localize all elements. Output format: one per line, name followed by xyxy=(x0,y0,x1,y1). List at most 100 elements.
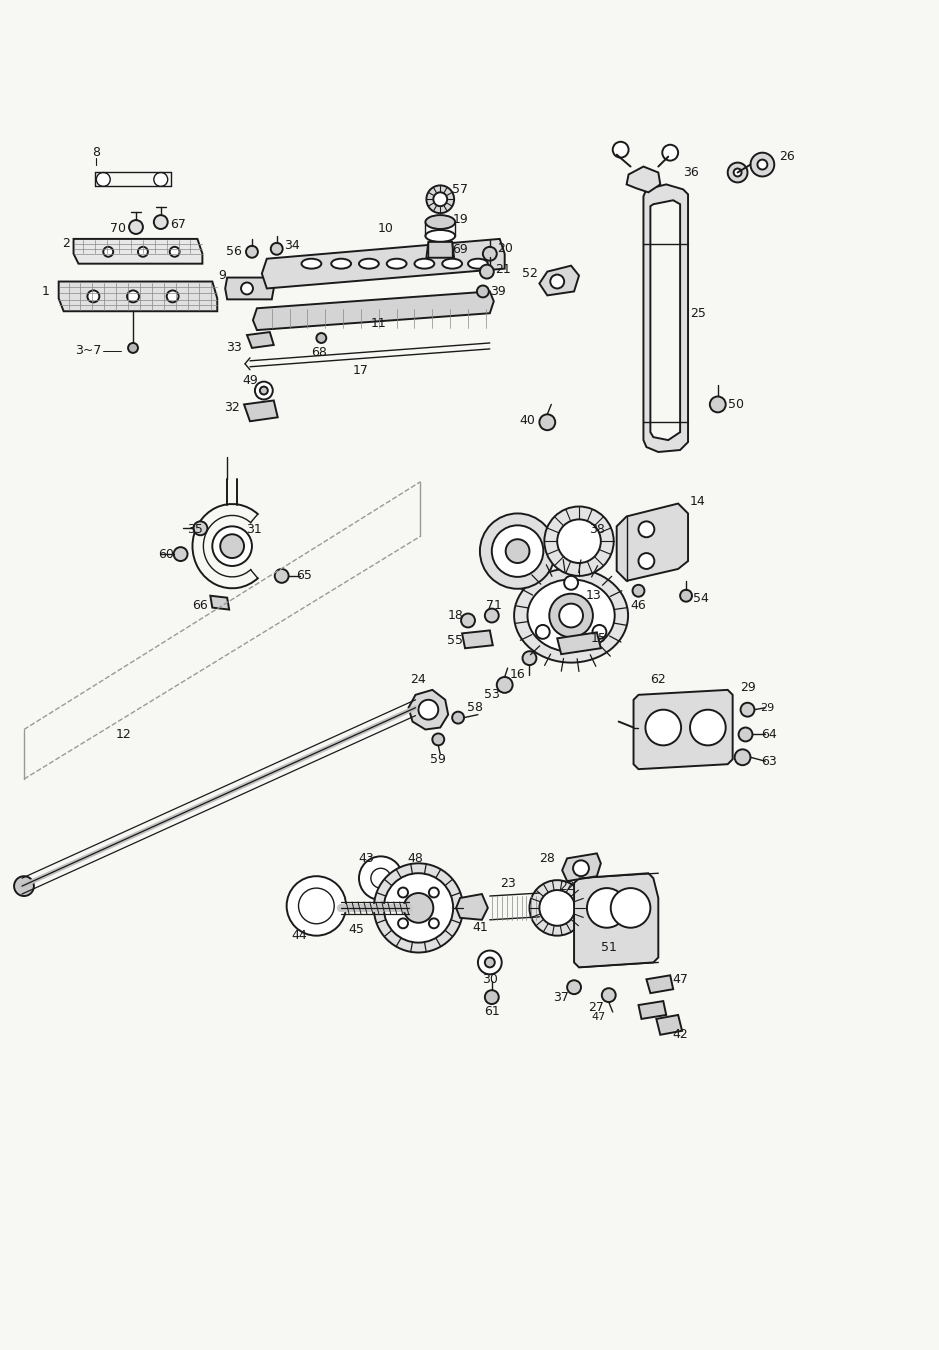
Text: 13: 13 xyxy=(586,589,602,602)
Circle shape xyxy=(739,728,752,741)
Polygon shape xyxy=(58,282,217,312)
Polygon shape xyxy=(639,1002,667,1019)
Text: 64: 64 xyxy=(762,728,777,741)
Text: 60: 60 xyxy=(158,548,174,560)
Ellipse shape xyxy=(514,568,628,663)
Circle shape xyxy=(129,220,143,234)
Circle shape xyxy=(433,192,447,207)
Text: 29: 29 xyxy=(740,682,755,694)
Circle shape xyxy=(384,873,454,942)
Text: 27: 27 xyxy=(588,1000,604,1014)
Circle shape xyxy=(613,142,628,158)
Ellipse shape xyxy=(425,215,455,230)
Circle shape xyxy=(480,513,555,589)
Circle shape xyxy=(639,521,654,537)
Text: 15: 15 xyxy=(591,632,607,645)
Ellipse shape xyxy=(442,259,462,269)
Text: 56: 56 xyxy=(226,246,242,258)
Polygon shape xyxy=(73,239,203,263)
Text: 47: 47 xyxy=(672,973,688,985)
Circle shape xyxy=(639,554,654,568)
Circle shape xyxy=(728,162,747,182)
Text: 17: 17 xyxy=(353,364,369,377)
Text: 26: 26 xyxy=(779,150,795,163)
Ellipse shape xyxy=(468,259,488,269)
Text: 43: 43 xyxy=(358,852,374,865)
Circle shape xyxy=(260,386,268,394)
Circle shape xyxy=(536,625,549,639)
Circle shape xyxy=(522,651,536,666)
Polygon shape xyxy=(539,266,579,296)
Circle shape xyxy=(103,247,114,256)
Circle shape xyxy=(478,950,501,975)
Circle shape xyxy=(371,868,391,888)
Circle shape xyxy=(97,173,110,186)
Ellipse shape xyxy=(425,230,455,242)
Text: 3~7: 3~7 xyxy=(75,344,101,358)
Polygon shape xyxy=(651,200,680,440)
Text: 18: 18 xyxy=(447,609,463,622)
Text: 70: 70 xyxy=(110,223,126,235)
Text: 54: 54 xyxy=(693,593,709,605)
Circle shape xyxy=(432,733,444,745)
Polygon shape xyxy=(408,690,448,729)
Circle shape xyxy=(316,333,326,343)
Text: 52: 52 xyxy=(521,267,537,279)
Text: 22: 22 xyxy=(560,880,575,892)
Circle shape xyxy=(138,247,147,256)
Circle shape xyxy=(610,888,651,927)
Circle shape xyxy=(758,159,767,170)
Text: 33: 33 xyxy=(226,342,242,355)
Text: 51: 51 xyxy=(601,941,617,954)
Polygon shape xyxy=(225,278,274,300)
Circle shape xyxy=(734,749,750,765)
Text: 11: 11 xyxy=(371,317,387,329)
Text: 24: 24 xyxy=(410,674,426,686)
Circle shape xyxy=(593,625,607,639)
Circle shape xyxy=(564,576,578,590)
Text: 19: 19 xyxy=(453,212,468,225)
Text: 65: 65 xyxy=(297,570,313,582)
Circle shape xyxy=(419,699,439,720)
Circle shape xyxy=(483,247,497,261)
Circle shape xyxy=(560,603,583,628)
Text: 8: 8 xyxy=(92,146,100,159)
Text: 47: 47 xyxy=(592,1012,606,1022)
Circle shape xyxy=(710,397,726,412)
Text: 58: 58 xyxy=(467,701,483,714)
Polygon shape xyxy=(262,239,504,289)
Circle shape xyxy=(193,521,208,535)
Circle shape xyxy=(741,703,754,717)
Text: 69: 69 xyxy=(453,243,468,256)
Text: 14: 14 xyxy=(690,495,706,508)
Text: 20: 20 xyxy=(497,242,513,255)
Circle shape xyxy=(170,247,179,256)
Text: 61: 61 xyxy=(484,1006,500,1018)
Text: 16: 16 xyxy=(510,668,526,682)
Circle shape xyxy=(398,887,408,898)
Text: 41: 41 xyxy=(472,921,487,934)
Circle shape xyxy=(286,876,346,936)
Circle shape xyxy=(662,144,678,161)
Text: 37: 37 xyxy=(553,991,569,1003)
Text: 30: 30 xyxy=(482,973,498,985)
Polygon shape xyxy=(617,504,688,580)
Text: 44: 44 xyxy=(292,929,307,942)
Text: 9: 9 xyxy=(218,269,226,282)
Circle shape xyxy=(587,888,626,927)
Circle shape xyxy=(485,609,499,622)
Circle shape xyxy=(241,282,253,294)
Circle shape xyxy=(426,185,454,213)
Circle shape xyxy=(174,547,188,562)
Text: 2: 2 xyxy=(62,238,69,250)
Text: 59: 59 xyxy=(430,753,446,765)
Text: 38: 38 xyxy=(589,522,605,536)
Text: 25: 25 xyxy=(690,306,706,320)
Circle shape xyxy=(506,539,530,563)
Circle shape xyxy=(530,880,585,936)
Text: 21: 21 xyxy=(495,263,511,277)
Text: 68: 68 xyxy=(312,347,328,359)
Text: 62: 62 xyxy=(651,674,666,686)
Text: 12: 12 xyxy=(115,728,131,741)
Circle shape xyxy=(246,246,258,258)
